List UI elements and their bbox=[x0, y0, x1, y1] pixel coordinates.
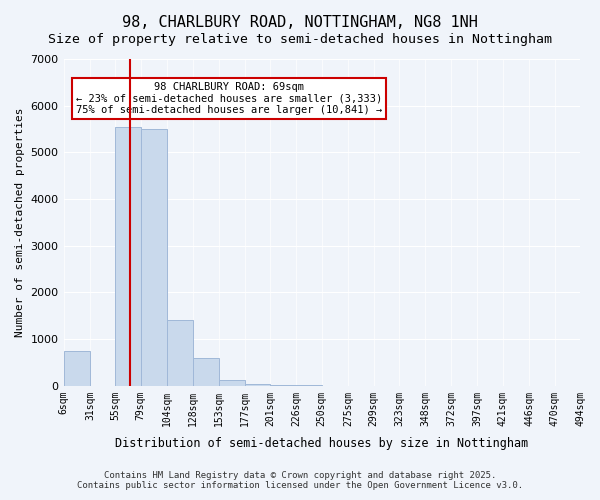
Bar bbox=[245, 384, 270, 386]
Bar bbox=[193, 358, 219, 386]
Bar bbox=[115, 126, 141, 386]
X-axis label: Distribution of semi-detached houses by size in Nottingham: Distribution of semi-detached houses by … bbox=[115, 437, 529, 450]
Text: Contains HM Land Registry data © Crown copyright and database right 2025.
Contai: Contains HM Land Registry data © Crown c… bbox=[77, 470, 523, 490]
Bar bbox=[167, 320, 193, 386]
Bar bbox=[141, 129, 167, 386]
Bar bbox=[64, 351, 90, 386]
Text: 98 CHARLBURY ROAD: 69sqm
← 23% of semi-detached houses are smaller (3,333)
75% o: 98 CHARLBURY ROAD: 69sqm ← 23% of semi-d… bbox=[76, 82, 382, 115]
Text: Size of property relative to semi-detached houses in Nottingham: Size of property relative to semi-detach… bbox=[48, 32, 552, 46]
Y-axis label: Number of semi-detached properties: Number of semi-detached properties bbox=[15, 108, 25, 337]
Text: 98, CHARLBURY ROAD, NOTTINGHAM, NG8 1NH: 98, CHARLBURY ROAD, NOTTINGHAM, NG8 1NH bbox=[122, 15, 478, 30]
Bar bbox=[270, 385, 296, 386]
Bar bbox=[219, 380, 245, 386]
